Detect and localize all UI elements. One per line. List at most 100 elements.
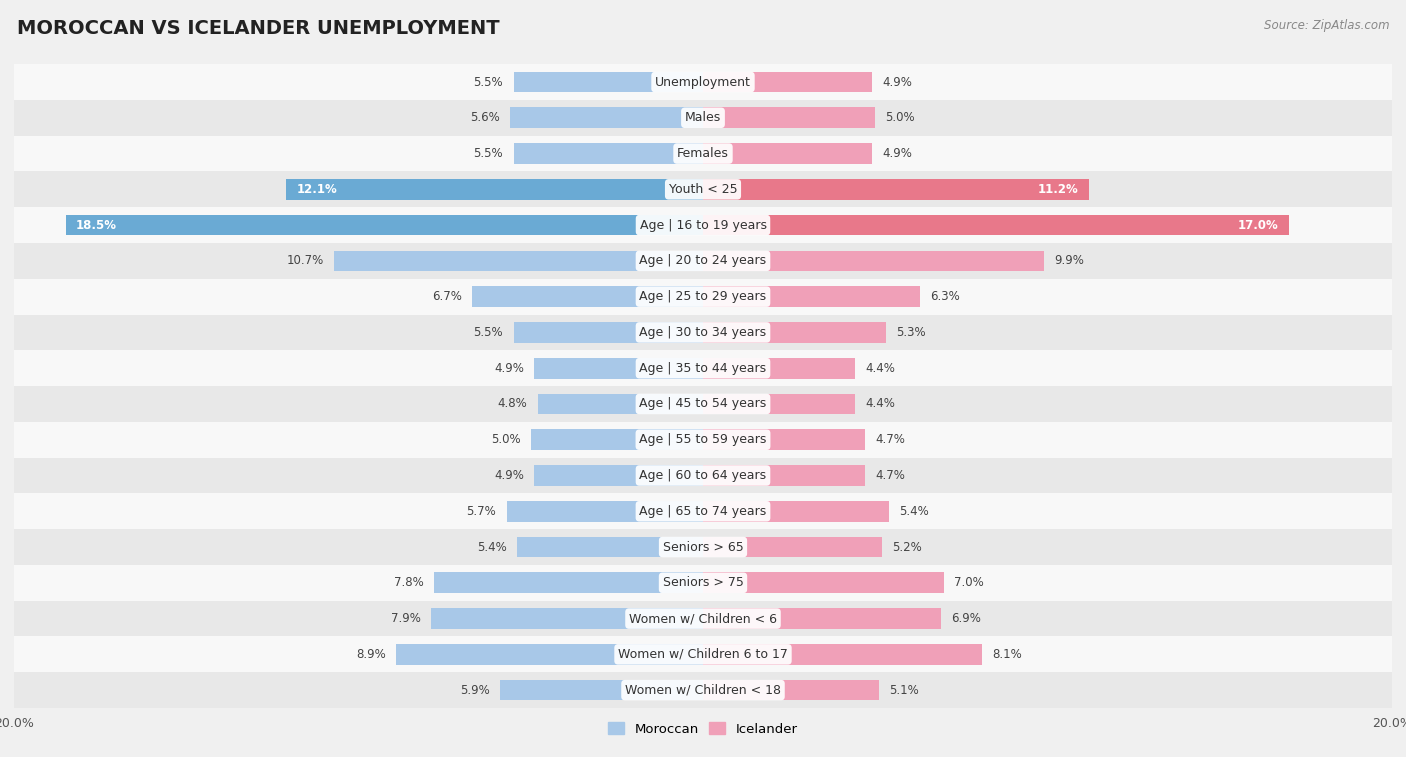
Bar xyxy=(703,608,941,629)
Text: MOROCCAN VS ICELANDER UNEMPLOYMENT: MOROCCAN VS ICELANDER UNEMPLOYMENT xyxy=(17,19,499,38)
Bar xyxy=(14,672,1392,708)
Bar xyxy=(14,171,1392,207)
Text: 5.3%: 5.3% xyxy=(896,326,925,339)
Bar xyxy=(14,422,1392,458)
Text: Age | 45 to 54 years: Age | 45 to 54 years xyxy=(640,397,766,410)
Text: 4.4%: 4.4% xyxy=(865,362,894,375)
Text: 7.9%: 7.9% xyxy=(391,612,420,625)
Bar xyxy=(396,644,703,665)
Text: Age | 16 to 19 years: Age | 16 to 19 years xyxy=(640,219,766,232)
Bar xyxy=(703,465,865,486)
Text: 6.9%: 6.9% xyxy=(950,612,981,625)
Text: 5.0%: 5.0% xyxy=(491,433,520,446)
Text: Age | 25 to 29 years: Age | 25 to 29 years xyxy=(640,290,766,303)
Bar xyxy=(703,143,872,164)
Text: 5.7%: 5.7% xyxy=(467,505,496,518)
Text: 7.8%: 7.8% xyxy=(394,576,425,589)
Legend: Moroccan, Icelander: Moroccan, Icelander xyxy=(603,717,803,741)
Bar xyxy=(703,429,865,450)
Text: 4.7%: 4.7% xyxy=(875,433,905,446)
Text: 5.6%: 5.6% xyxy=(470,111,499,124)
Text: 5.9%: 5.9% xyxy=(460,684,489,696)
Text: 5.5%: 5.5% xyxy=(474,76,503,89)
Bar xyxy=(513,322,703,343)
Text: Seniors > 75: Seniors > 75 xyxy=(662,576,744,589)
Bar xyxy=(14,207,1392,243)
Text: 4.9%: 4.9% xyxy=(494,362,524,375)
Text: 5.5%: 5.5% xyxy=(474,147,503,160)
Bar xyxy=(14,314,1392,350)
Text: Women w/ Children < 18: Women w/ Children < 18 xyxy=(626,684,780,696)
Bar xyxy=(703,251,1045,271)
Text: Age | 60 to 64 years: Age | 60 to 64 years xyxy=(640,469,766,482)
Text: Source: ZipAtlas.com: Source: ZipAtlas.com xyxy=(1264,19,1389,32)
Text: 5.0%: 5.0% xyxy=(886,111,915,124)
Bar xyxy=(703,572,945,593)
Bar xyxy=(513,72,703,92)
Bar xyxy=(14,279,1392,314)
Text: 12.1%: 12.1% xyxy=(297,183,337,196)
Text: 4.9%: 4.9% xyxy=(882,76,912,89)
Bar xyxy=(14,100,1392,136)
Text: 5.1%: 5.1% xyxy=(889,684,918,696)
Bar xyxy=(14,637,1392,672)
Text: 7.0%: 7.0% xyxy=(955,576,984,589)
Text: Unemployment: Unemployment xyxy=(655,76,751,89)
Bar xyxy=(472,286,703,307)
Text: 9.9%: 9.9% xyxy=(1054,254,1084,267)
Text: 6.7%: 6.7% xyxy=(432,290,461,303)
Bar xyxy=(703,358,855,378)
Bar xyxy=(703,501,889,522)
Bar xyxy=(14,243,1392,279)
Bar xyxy=(531,429,703,450)
Text: Age | 65 to 74 years: Age | 65 to 74 years xyxy=(640,505,766,518)
Text: 11.2%: 11.2% xyxy=(1038,183,1078,196)
Bar xyxy=(703,179,1088,200)
Text: 6.3%: 6.3% xyxy=(931,290,960,303)
Bar xyxy=(513,143,703,164)
Bar xyxy=(510,107,703,128)
Bar xyxy=(506,501,703,522)
Bar xyxy=(14,458,1392,494)
Bar xyxy=(537,394,703,414)
Bar xyxy=(534,465,703,486)
Bar xyxy=(703,394,855,414)
Bar xyxy=(14,494,1392,529)
Text: 4.4%: 4.4% xyxy=(865,397,894,410)
Bar xyxy=(14,350,1392,386)
Bar xyxy=(335,251,703,271)
Text: 18.5%: 18.5% xyxy=(76,219,117,232)
Text: 4.9%: 4.9% xyxy=(882,147,912,160)
Bar xyxy=(14,136,1392,171)
Bar xyxy=(430,608,703,629)
Text: Age | 35 to 44 years: Age | 35 to 44 years xyxy=(640,362,766,375)
Text: 5.4%: 5.4% xyxy=(900,505,929,518)
Text: 10.7%: 10.7% xyxy=(287,254,323,267)
Text: Age | 30 to 34 years: Age | 30 to 34 years xyxy=(640,326,766,339)
Text: Age | 55 to 59 years: Age | 55 to 59 years xyxy=(640,433,766,446)
Text: 17.0%: 17.0% xyxy=(1237,219,1278,232)
Text: Women w/ Children < 6: Women w/ Children < 6 xyxy=(628,612,778,625)
Text: Seniors > 65: Seniors > 65 xyxy=(662,540,744,553)
Bar xyxy=(14,386,1392,422)
Text: 4.9%: 4.9% xyxy=(494,469,524,482)
Text: 8.9%: 8.9% xyxy=(356,648,387,661)
Text: Youth < 25: Youth < 25 xyxy=(669,183,737,196)
Text: 5.5%: 5.5% xyxy=(474,326,503,339)
Bar xyxy=(703,322,886,343)
Bar xyxy=(534,358,703,378)
Bar xyxy=(517,537,703,557)
Bar xyxy=(703,215,1289,235)
Bar xyxy=(434,572,703,593)
Text: 4.8%: 4.8% xyxy=(498,397,527,410)
Bar xyxy=(703,286,920,307)
Bar xyxy=(703,680,879,700)
Bar xyxy=(14,529,1392,565)
Text: Women w/ Children 6 to 17: Women w/ Children 6 to 17 xyxy=(619,648,787,661)
Bar xyxy=(287,179,703,200)
Text: 5.4%: 5.4% xyxy=(477,540,506,553)
Bar xyxy=(14,565,1392,601)
Text: Males: Males xyxy=(685,111,721,124)
Bar xyxy=(14,601,1392,637)
Bar xyxy=(14,64,1392,100)
